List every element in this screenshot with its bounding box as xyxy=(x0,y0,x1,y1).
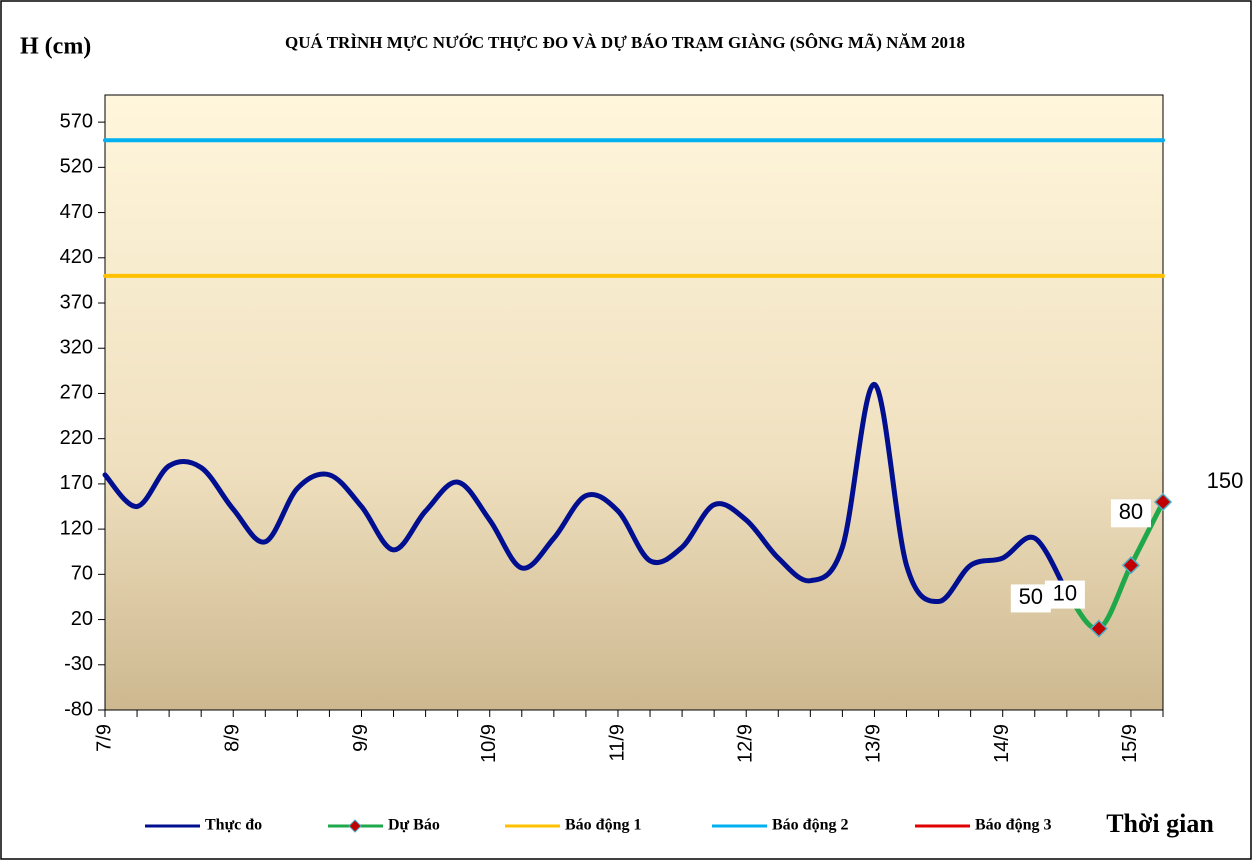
y-tick-label: 570 xyxy=(60,110,93,132)
y-tick-label: 20 xyxy=(71,608,93,630)
x-tick-label: 11/9 xyxy=(606,724,628,761)
x-axis-label: Thời gian xyxy=(1106,809,1214,838)
y-tick-label: 220 xyxy=(60,427,93,449)
y-tick-label: -80 xyxy=(64,698,93,720)
y-tick-label: 120 xyxy=(60,517,93,539)
label-bg xyxy=(1110,499,1151,528)
series-line xyxy=(102,381,1070,604)
marker xyxy=(1153,492,1173,512)
y-tick-label: 420 xyxy=(60,246,93,268)
x-tick-label: 12/9 xyxy=(734,724,756,763)
data-label: 150 xyxy=(1207,468,1244,493)
x-tick-label: 13/9 xyxy=(863,724,885,763)
x-tick-label: 14/9 xyxy=(991,724,1013,763)
data-label: 50 xyxy=(1019,584,1043,609)
label-bg xyxy=(1044,580,1085,609)
x-tick-label: 10/9 xyxy=(478,724,500,763)
legend-label: Dự Báo xyxy=(388,817,440,834)
series-line xyxy=(1064,499,1166,632)
y-tick-label: 470 xyxy=(60,201,93,223)
y-tick-label: 270 xyxy=(60,382,93,404)
y-axis-label: H (cm) xyxy=(20,34,91,60)
data-label: 80 xyxy=(1119,499,1143,524)
legend-label: Báo động 3 xyxy=(975,817,1051,834)
y-tick-label: -30 xyxy=(64,653,93,675)
y-tick-label: 170 xyxy=(60,472,93,494)
x-tick-label: 7/9 xyxy=(93,724,115,752)
y-tick-label: 320 xyxy=(60,337,93,359)
plot-area xyxy=(104,94,1164,711)
legend-label: Thực đo xyxy=(205,817,262,834)
x-tick-label: 8/9 xyxy=(222,724,244,752)
data-label: 10 xyxy=(1053,580,1077,605)
legend-marker xyxy=(348,819,362,833)
legend-label: Báo động 2 xyxy=(772,817,848,834)
y-tick-label: 370 xyxy=(60,291,93,313)
chart-title: QUÁ TRÌNH MỰC NƯỚC THỰC ĐO VÀ DỰ BÁO TRẠ… xyxy=(285,33,965,52)
y-tick-label: 70 xyxy=(71,563,93,585)
y-tick-label: 520 xyxy=(60,156,93,178)
x-tick-label: 15/9 xyxy=(1119,724,1141,763)
legend-label: Báo động 1 xyxy=(565,817,641,834)
marker xyxy=(1121,556,1141,575)
label-bg xyxy=(1010,584,1051,613)
x-tick-label: 9/9 xyxy=(350,724,372,752)
marker xyxy=(1089,619,1108,638)
